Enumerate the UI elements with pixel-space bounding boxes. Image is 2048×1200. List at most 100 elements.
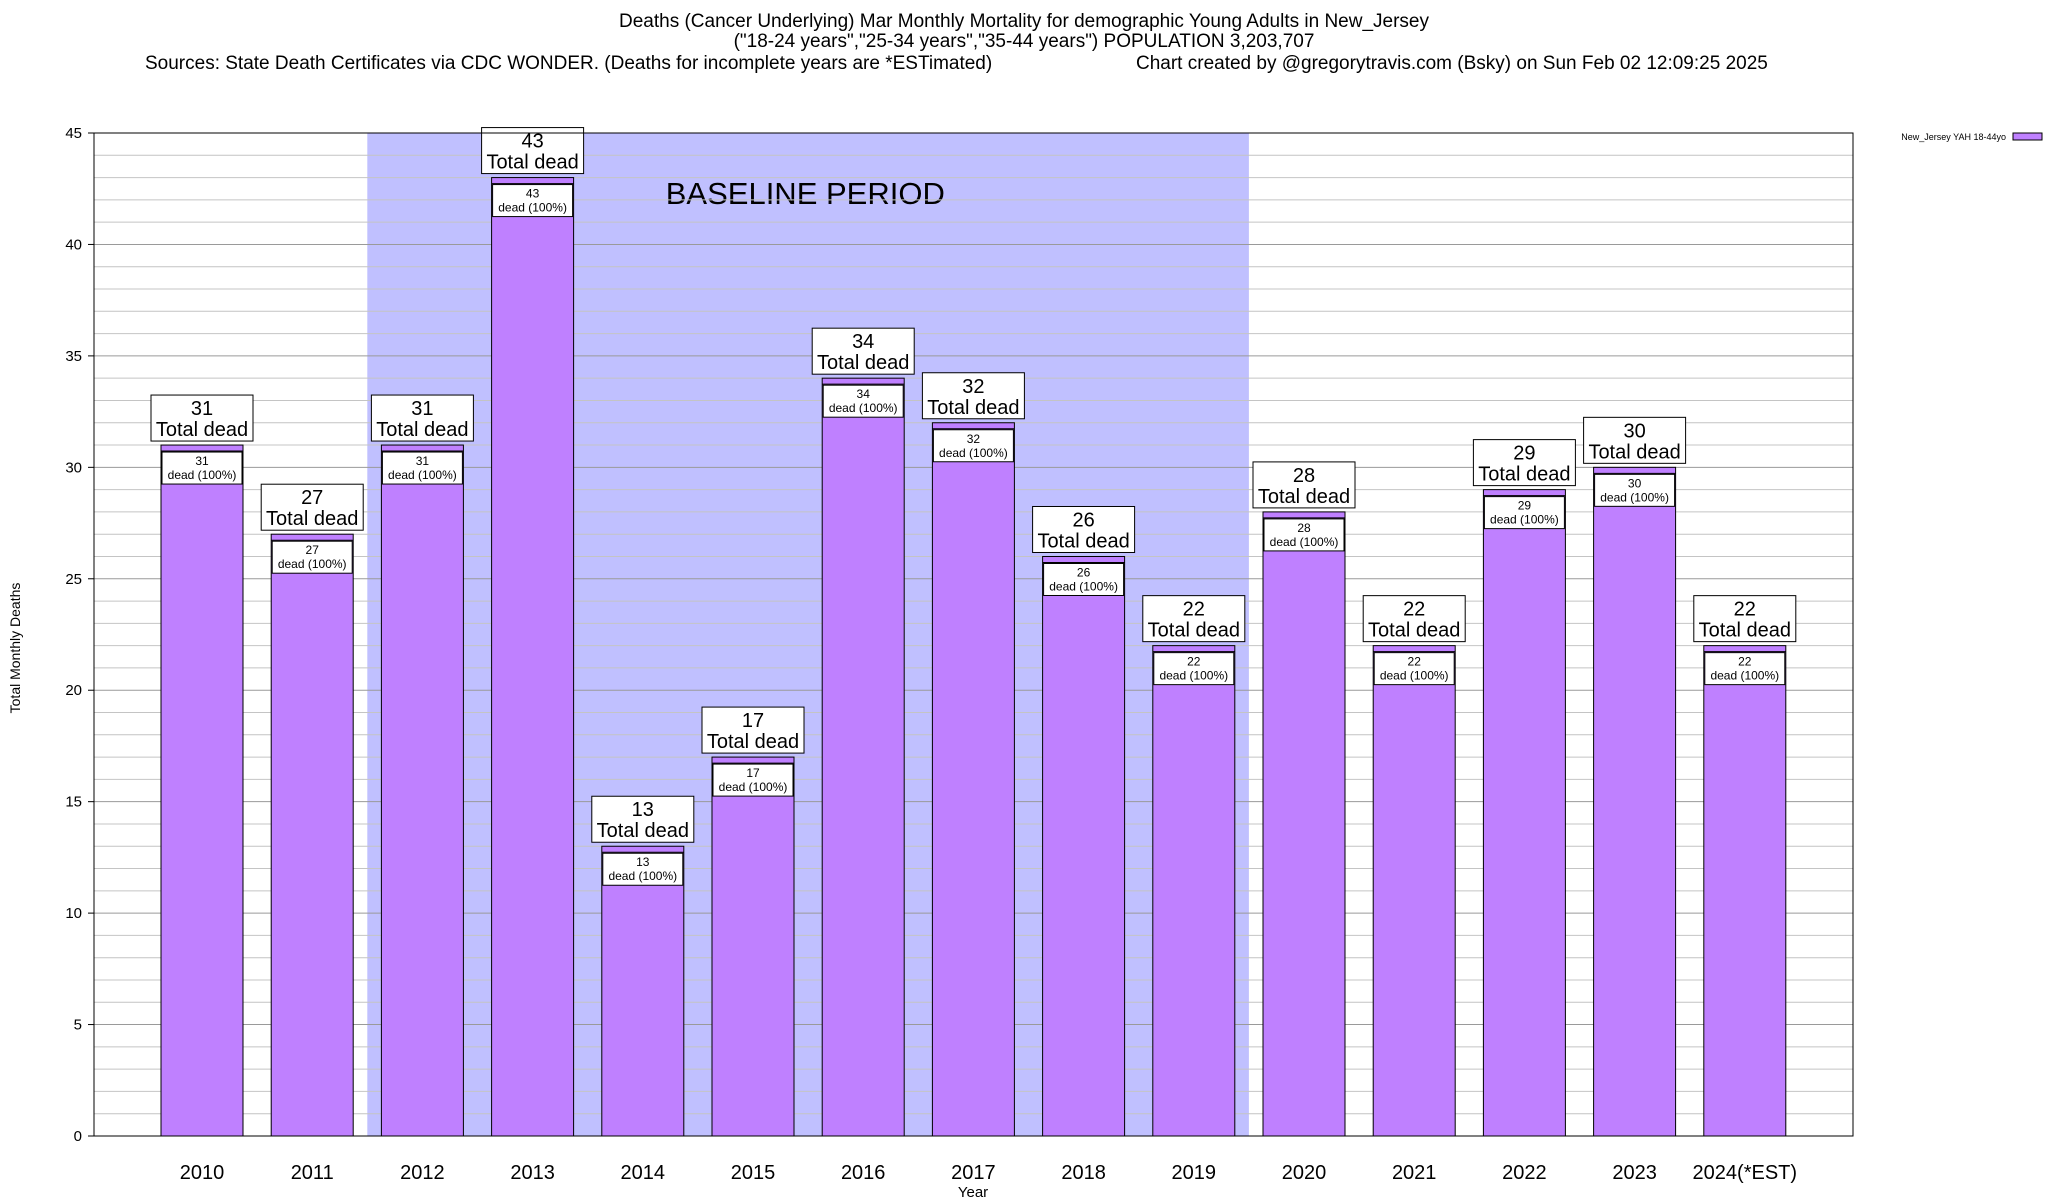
inner-label-box	[161, 451, 243, 485]
chart-title: Deaths (Cancer Underlying) Mar Monthly M…	[619, 11, 1429, 32]
plot-frame	[93, 132, 1854, 1137]
bar	[1042, 555, 1126, 1137]
total-value-label: 22	[1403, 599, 1425, 621]
x-tick-label: 2012	[400, 1162, 445, 1184]
inner-label-box	[1373, 652, 1455, 686]
inner-pct-label: dead (100%)	[1600, 490, 1669, 504]
total-value-label: 31	[191, 398, 213, 420]
x-tick-label: 2021	[1392, 1162, 1437, 1184]
y-tick-label: 20	[65, 682, 82, 699]
total-dead-label: Total dead	[1699, 620, 1791, 642]
inner-value-label: 28	[1297, 521, 1311, 535]
inner-label-box	[1153, 652, 1235, 686]
y-tick-label: 40	[65, 236, 82, 253]
x-tick-label: 2011	[291, 1162, 334, 1184]
total-value-label: 17	[742, 710, 764, 732]
chart-sources: Sources: State Death Certificates via CD…	[145, 53, 993, 74]
total-dead-label: Total dead	[1037, 530, 1129, 552]
bar	[601, 845, 685, 1137]
inner-label-box	[602, 852, 684, 886]
y-axis-label: Total Monthly Deaths	[7, 583, 23, 714]
x-tick-label: 2016	[841, 1162, 886, 1184]
inner-value-label: 17	[746, 766, 760, 780]
bar	[1372, 645, 1456, 1137]
inner-pct-label: dead (100%)	[719, 780, 788, 794]
total-value-label: 30	[1623, 420, 1645, 442]
x-tick-label: 2024(*EST)	[1693, 1162, 1798, 1184]
total-label-box	[1583, 416, 1687, 464]
total-dead-label: Total dead	[1478, 464, 1570, 486]
total-label-box	[370, 394, 474, 442]
inner-label-box	[712, 763, 794, 797]
chart-titles: Deaths (Cancer Underlying) Mar Monthly M…	[0, 12, 2048, 52]
x-tick-label: 2015	[731, 1162, 776, 1184]
total-label-box	[591, 795, 695, 843]
inner-value-label: 22	[1187, 655, 1201, 669]
chart-subtitle: ("18-24 years","25-34 years","35-44 year…	[733, 31, 1315, 52]
inner-value-label: 22	[1738, 655, 1752, 669]
chart-credit: Chart created by @gregorytravis.com (Bsk…	[1136, 53, 1768, 74]
total-value-label: 22	[1734, 599, 1756, 621]
total-value-label: 43	[521, 131, 543, 153]
total-dead-label: Total dead	[707, 731, 799, 753]
inner-label-box	[822, 384, 904, 418]
bar	[1593, 466, 1677, 1137]
total-value-label: 26	[1072, 509, 1094, 531]
x-tick-label: 2019	[1172, 1162, 1217, 1184]
inner-pct-label: dead (100%)	[1490, 513, 1559, 527]
inner-label-box	[381, 451, 463, 485]
y-tick-label: 15	[65, 794, 82, 811]
y-tick-label: 25	[65, 571, 82, 588]
bar	[491, 177, 575, 1137]
x-tick-label: 2023	[1612, 1162, 1657, 1184]
bar	[160, 444, 244, 1137]
inner-pct-label: dead (100%)	[1270, 535, 1339, 549]
inner-pct-label: dead (100%)	[168, 468, 237, 482]
inner-pct-label: dead (100%)	[1159, 669, 1228, 683]
legend-label: New_Jersey YAH 18-44yo	[1901, 132, 2006, 142]
inner-label-box	[1043, 562, 1125, 596]
inner-pct-label: dead (100%)	[388, 468, 457, 482]
inner-label-box	[1704, 652, 1786, 686]
inner-value-label: 27	[306, 543, 320, 557]
inner-value-label: 31	[416, 454, 430, 468]
y-tick-label: 45	[65, 125, 82, 142]
total-label-box	[701, 706, 805, 754]
y-tick-label: 5	[74, 1017, 82, 1034]
y-tick-label: 30	[65, 459, 82, 476]
bar	[931, 422, 1015, 1137]
total-label-box	[150, 394, 254, 442]
x-tick-label: 2020	[1282, 1162, 1327, 1184]
inner-value-label: 22	[1408, 655, 1422, 669]
inner-label-box	[932, 429, 1014, 463]
total-value-label: 29	[1513, 443, 1535, 465]
inner-label-box	[1263, 518, 1345, 552]
bar	[821, 377, 905, 1137]
inner-pct-label: dead (100%)	[1049, 579, 1118, 593]
total-value-label: 27	[301, 487, 323, 509]
bar	[1482, 489, 1566, 1137]
y-tick-label: 0	[74, 1128, 82, 1145]
inner-value-label: 29	[1518, 499, 1532, 513]
total-dead-label: Total dead	[1148, 620, 1240, 642]
inner-label-box	[271, 540, 353, 574]
total-dead-label: Total dead	[1588, 441, 1680, 463]
inner-pct-label: dead (100%)	[1710, 669, 1779, 683]
total-label-box	[1252, 461, 1356, 509]
x-tick-label: 2013	[510, 1162, 555, 1184]
inner-value-label: 30	[1628, 476, 1642, 490]
x-tick-label: 2017	[951, 1162, 996, 1184]
total-dead-label: Total dead	[1258, 486, 1350, 508]
total-dead-label: Total dead	[266, 508, 358, 530]
x-axis-label: Year	[958, 1184, 988, 1200]
inner-label-box	[492, 184, 574, 218]
total-label-box	[1693, 595, 1797, 643]
bar	[380, 444, 464, 1137]
inner-value-label: 32	[967, 432, 981, 446]
total-label-box	[1142, 595, 1246, 643]
inner-value-label: 26	[1077, 565, 1091, 579]
total-value-label: 13	[632, 799, 654, 821]
total-label-box	[1362, 595, 1466, 643]
x-tick-label: 2018	[1061, 1162, 1106, 1184]
